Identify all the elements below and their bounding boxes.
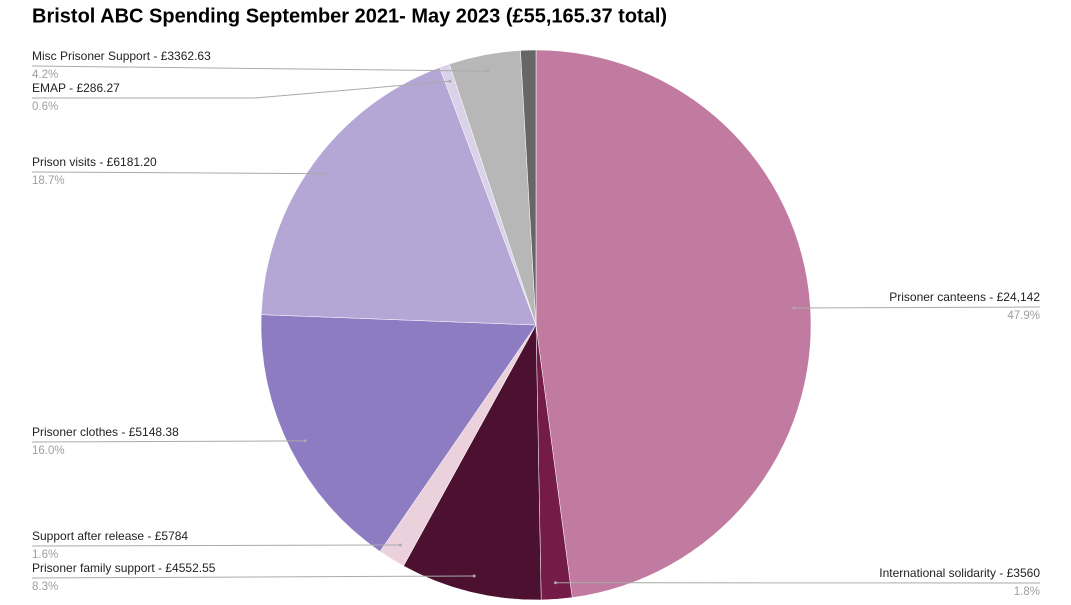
- slice-percent: 47.9%: [1007, 310, 1040, 322]
- slice-label: Prisoner family support - £4552.55: [32, 561, 216, 575]
- slice-percent: 1.6%: [32, 549, 58, 561]
- slice-label: International solidarity - £3560: [879, 566, 1040, 580]
- chart-title: Bristol ABC Spending September 2021- May…: [32, 5, 667, 27]
- slice-percent: 18.7%: [32, 175, 65, 187]
- slice-percent: 8.3%: [32, 581, 58, 593]
- leader-dot: [472, 574, 476, 578]
- leader-dot: [398, 543, 402, 547]
- leader-dot: [448, 79, 452, 83]
- leader-dot: [303, 439, 307, 443]
- slice-label: Prison visits - £6181.20: [32, 155, 157, 169]
- pie-slice: [260, 67, 537, 326]
- pie-slice: [260, 314, 537, 552]
- slice-percent: 1.8%: [1014, 586, 1040, 598]
- pie-slice: [403, 324, 542, 601]
- pie-slice: [520, 49, 537, 326]
- leader-dot: [553, 581, 557, 585]
- slice-percent: 4.2%: [32, 69, 58, 81]
- leader-dot: [486, 69, 490, 73]
- leader-line: [32, 80, 451, 99]
- leader-dot: [792, 306, 796, 310]
- leader-line: [31, 544, 401, 547]
- leader-dot: [324, 172, 328, 176]
- leader-line: [31, 171, 327, 175]
- leader-line: [793, 306, 1041, 309]
- pie-slice: [535, 49, 812, 598]
- slice-percent: 16.0%: [32, 445, 65, 457]
- slice-label: Prisoner clothes - £5148.38: [32, 425, 179, 439]
- leader-line: [31, 440, 305, 443]
- slice-percent: 0.6%: [32, 101, 58, 113]
- slice-label: EMAP - £286.27: [32, 81, 120, 95]
- leader-line: [31, 575, 475, 579]
- slice-label: Misc Prisoner Support - £3362.63: [32, 49, 211, 63]
- slice-label: Support after release - £5784: [32, 529, 188, 543]
- leader-line: [31, 65, 488, 72]
- slice-label: Prisoner canteens - £24,142: [889, 290, 1040, 304]
